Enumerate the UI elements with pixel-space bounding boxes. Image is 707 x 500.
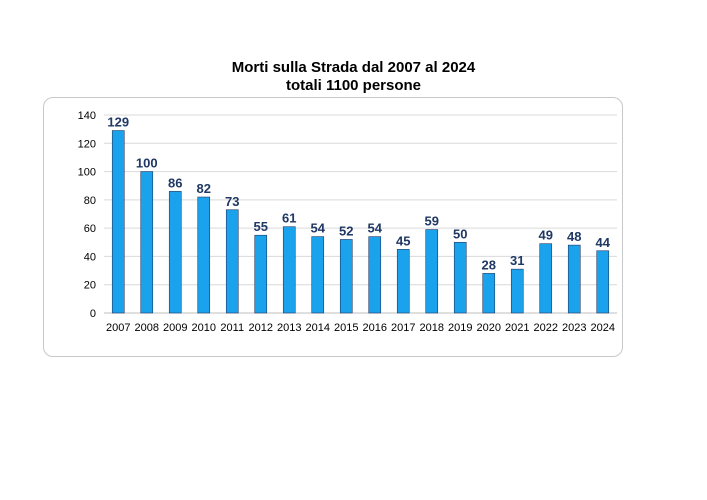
x-axis-ticks: 2007 2008 2009 2010 2011 2012 2013 2014 2015 2016… (106, 322, 615, 334)
data-label: 48 (567, 229, 581, 244)
bar (311, 236, 325, 314)
x-tick-label: 2022 (534, 322, 558, 334)
y-tick-label: 0 (90, 308, 96, 320)
x-tick-label: 2011 (220, 322, 244, 334)
bar (339, 239, 353, 314)
x-tick-label: 2013 (277, 322, 301, 334)
x-tick-label: 2009 (163, 322, 187, 334)
data-label: 49 (539, 228, 553, 243)
x-tick-label: 2015 (334, 322, 358, 334)
bar (368, 236, 382, 314)
data-label: 54 (311, 221, 326, 236)
y-tick-label: 20 (84, 280, 96, 292)
chart-frame (43, 97, 623, 357)
y-tick-label: 80 (84, 195, 96, 207)
bar (539, 243, 553, 314)
bar (282, 226, 296, 314)
data-label: 59 (425, 214, 439, 229)
chart-title: Morti sulla Strada dal 2007 al 2024 (231, 59, 476, 76)
bar (197, 196, 211, 314)
bar (111, 130, 125, 314)
data-label: 129 (107, 115, 129, 130)
x-tick-label: 2018 (420, 322, 444, 334)
x-tick-label: 2017 (391, 322, 415, 334)
bar (567, 244, 581, 314)
data-label: 50 (453, 226, 467, 241)
data-label: 44 (596, 235, 611, 250)
x-tick-label: 2023 (562, 322, 586, 334)
x-tick-label: 2024 (591, 322, 615, 334)
chart-subtitle: totali 1100 persone (285, 77, 422, 94)
y-axis-ticks: 0 20 40 60 80 100 120 140 (78, 110, 96, 320)
x-tick-label: 2008 (135, 322, 159, 334)
data-label: 52 (339, 223, 353, 238)
data-label: 100 (136, 156, 158, 171)
x-tick-label: 2012 (249, 322, 273, 334)
x-tick-label: 2020 (477, 322, 501, 334)
data-label: 55 (254, 219, 268, 234)
y-tick-label: 40 (84, 251, 96, 263)
bar (510, 268, 524, 314)
data-label: 31 (510, 253, 524, 268)
bar (482, 273, 496, 314)
data-label: 82 (197, 181, 211, 196)
x-tick-label: 2021 (505, 322, 529, 334)
y-tick-label: 140 (78, 110, 96, 122)
x-tick-label: 2014 (306, 322, 330, 334)
bar (596, 250, 610, 314)
bar (254, 234, 268, 314)
data-label: 86 (168, 175, 182, 190)
bar (453, 241, 467, 314)
data-label: 45 (396, 233, 410, 248)
data-labels: 129 100 86 82 73 55 61 54 52 54 45 59 50 28 31 49 48 44 (107, 115, 610, 273)
y-tick-label: 120 (78, 138, 96, 150)
bar (140, 171, 154, 314)
y-tick-label: 60 (84, 223, 96, 235)
x-tick-label: 2016 (363, 322, 387, 334)
bars (111, 130, 610, 314)
data-label: 61 (282, 211, 296, 226)
data-label: 54 (368, 221, 383, 236)
x-tick-label: 2010 (192, 322, 216, 334)
x-tick-label: 2019 (448, 322, 472, 334)
y-tick-label: 100 (78, 167, 96, 179)
bar (396, 249, 410, 314)
bar (225, 209, 239, 314)
gridlines (104, 114, 617, 314)
bar (425, 229, 439, 314)
data-label: 28 (482, 257, 496, 272)
x-tick-label: 2007 (106, 322, 130, 334)
bar (168, 191, 182, 314)
data-label: 73 (225, 194, 239, 209)
